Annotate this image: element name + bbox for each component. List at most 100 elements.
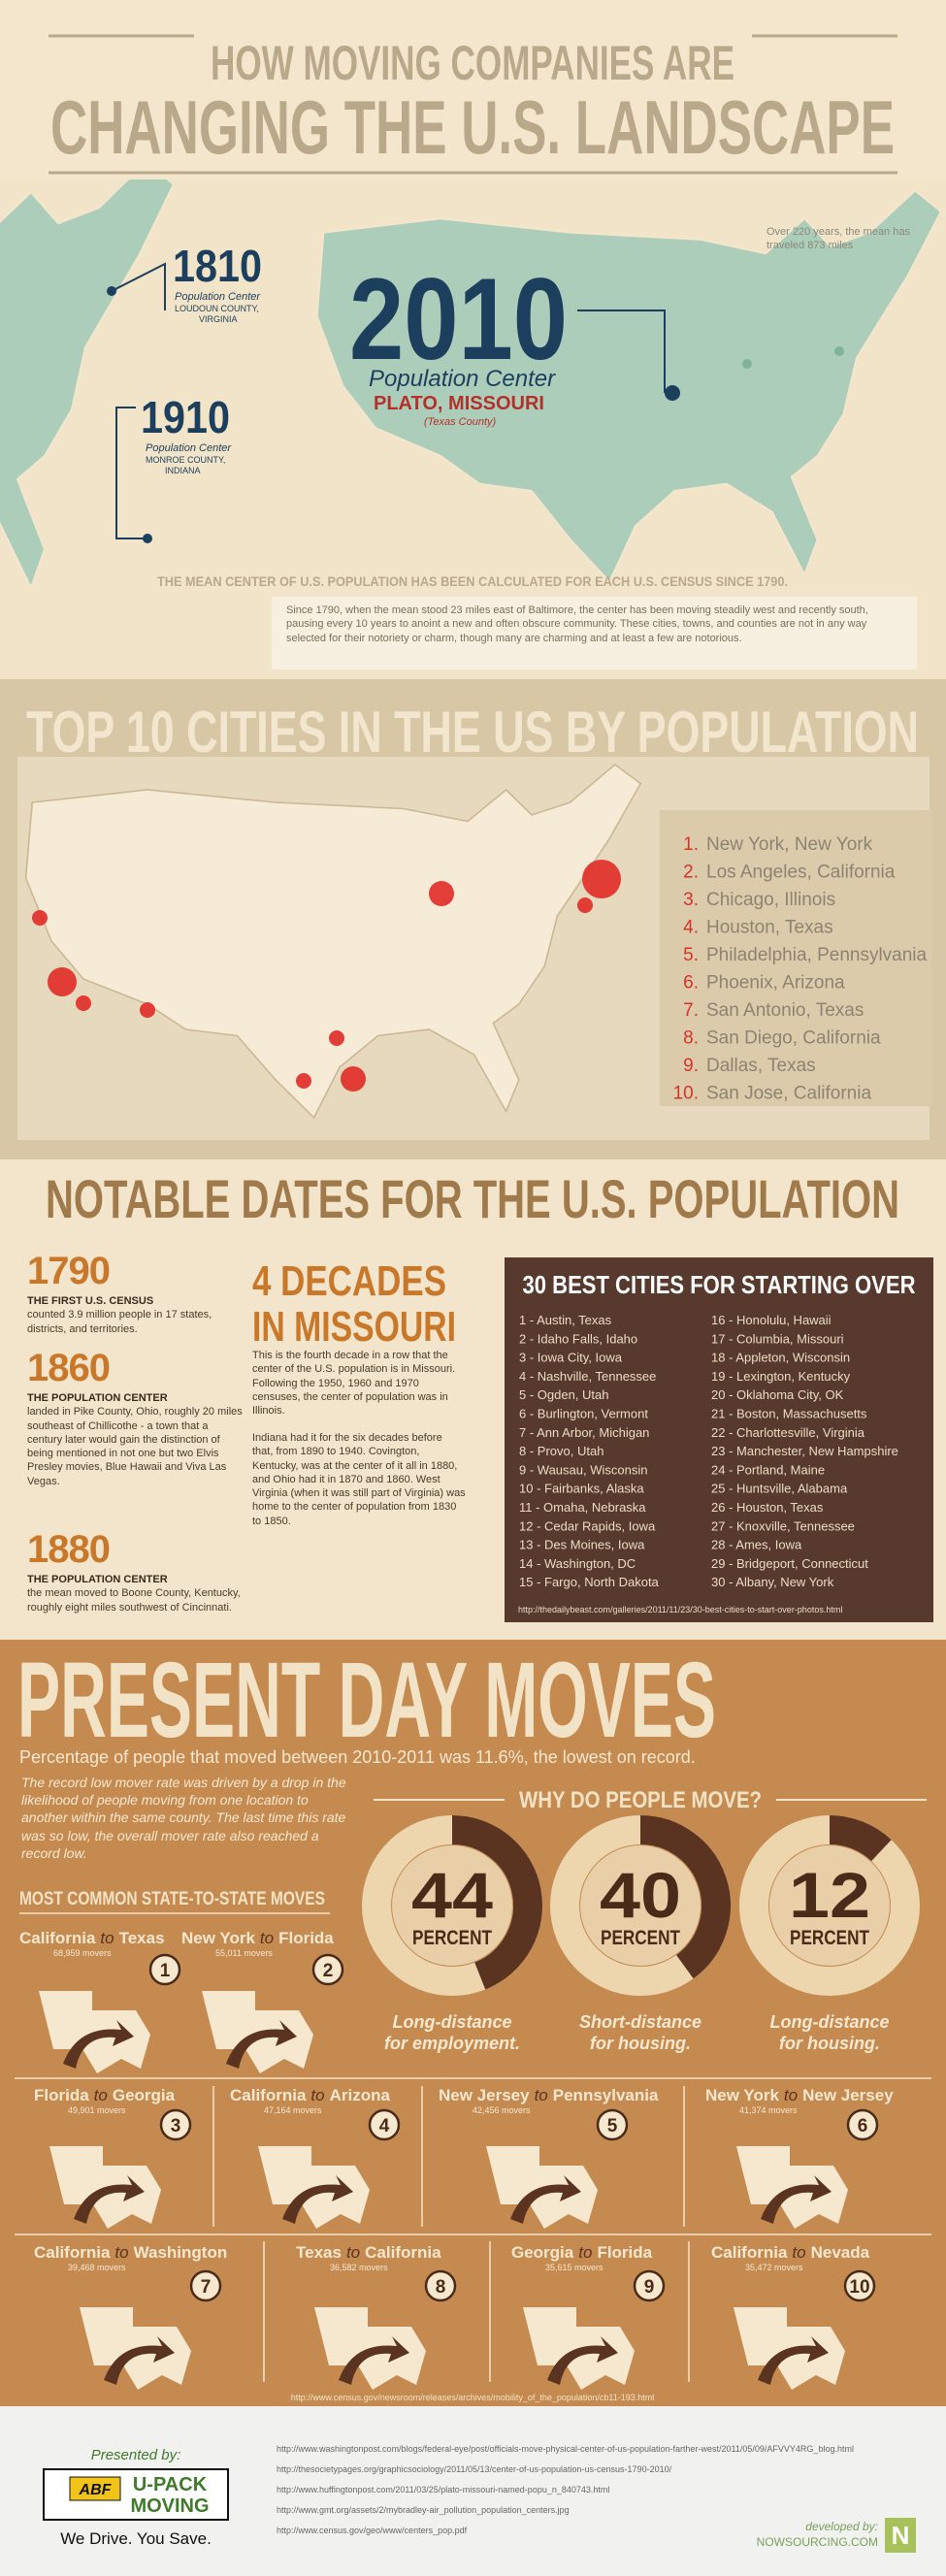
move-joiner: to <box>114 2243 128 2262</box>
best-city: 12 - Cedar Rapids, Iowa <box>519 1518 656 1533</box>
best-city: 17 - Columbia, Missouri <box>711 1331 844 1346</box>
best-city: 9 - Wausau, Wisconsin <box>519 1462 647 1477</box>
rank-number: 4 <box>379 2116 390 2136</box>
city-name: San Diego, California <box>706 1028 881 1049</box>
reason-label: Long-distance <box>769 2012 889 2032</box>
year-2010: 2010 <box>349 254 568 384</box>
move-from: New York <box>705 2086 779 2104</box>
city-marker <box>582 860 621 898</box>
title-line2: CHANGING THE U.S. LANDSCAPE <box>50 84 895 170</box>
best-city: 18 - Appleton, Wisconsin <box>711 1351 850 1365</box>
best-city: 26 - Houston, Texas <box>711 1500 824 1515</box>
rank-badge <box>843 2269 876 2302</box>
rank-badge <box>846 2108 879 2141</box>
rank-number: 7 <box>201 2277 212 2298</box>
city-rank: 8. <box>683 1028 699 1049</box>
dev-logo-box <box>885 2518 916 2553</box>
date-year: 1880 <box>27 1528 111 1571</box>
center-county: (Texas County) <box>424 416 497 428</box>
move-arrow <box>104 2336 175 2385</box>
center-place: VIRGINIA <box>199 314 238 324</box>
move-count: 47,164 movers <box>264 2105 322 2115</box>
move-title: California to Washington <box>34 2243 227 2262</box>
best-city: 27 - Knoxville, Tennessee <box>711 1518 855 1533</box>
best-city: 6 - Burlington, Vermont <box>519 1407 648 1421</box>
best-city: 15 - Fargo, North Dakota <box>519 1575 660 1589</box>
city-marker <box>296 1073 311 1089</box>
city-name: Dallas, Texas <box>706 1056 816 1076</box>
move-from: Georgia <box>511 2243 574 2262</box>
move-to: New Jersey <box>802 2086 894 2104</box>
why-title: WHY DO PEOPLE MOVE? <box>519 1787 762 1813</box>
donut-unit: PERCENT <box>412 1927 492 1949</box>
city-rank: 9. <box>683 1056 699 1076</box>
best-city: 21 - Boston, Massachusetts <box>711 1407 867 1421</box>
best-city: 25 - Huntsville, Alabama <box>711 1482 848 1496</box>
date-year: 1790 <box>27 1250 111 1292</box>
source: http://www.census.gov/newsroom/releases/… <box>291 2393 655 2402</box>
move-title: California to Arizona <box>230 2086 390 2104</box>
reason-label: Long-distance <box>392 2012 511 2032</box>
move-joiner: to <box>260 1929 274 1947</box>
present-body: The record low mover rate was driven by … <box>21 1775 346 1861</box>
rank-number: 8 <box>436 2277 446 2298</box>
best-city: 8 - Provo, Utah <box>519 1444 603 1458</box>
move-joiner: to <box>535 2086 548 2104</box>
center-body: Since 1790, when the mean stood 23 miles… <box>286 604 868 644</box>
best-city: 13 - Des Moines, Iowa <box>519 1538 645 1552</box>
city-marker <box>341 1066 366 1092</box>
move-title: New Jersey to Pennsylvania <box>439 2086 659 2104</box>
move-count: 39,468 movers <box>68 2263 126 2272</box>
date-heading: THE POPULATION CENTER <box>27 1392 168 1404</box>
move-from: California <box>230 2086 307 2104</box>
move-arrow <box>758 2336 829 2385</box>
tagline: We Drive. You Save. <box>60 2529 212 2548</box>
source-link: http://thesocietypages.org/graphicsociol… <box>277 2464 672 2474</box>
best-city: 4 - Nashville, Tennessee <box>519 1369 656 1384</box>
move-to: Arizona <box>330 2086 391 2104</box>
city-name: Los Angeles, California <box>706 863 896 883</box>
move-title: California to Nevada <box>711 2243 870 2262</box>
move-from: California <box>34 2243 111 2262</box>
center-label: Population Center <box>369 366 556 392</box>
rank-badge <box>368 2108 401 2141</box>
city-rank: 4. <box>683 918 699 938</box>
best-city: 11 - Omaha, Nebraska <box>519 1500 646 1515</box>
source-link: http://www.gmt.org/assets/2/mybradley-ai… <box>277 2505 570 2515</box>
donut-unit: PERCENT <box>790 1927 869 1949</box>
donut-hole <box>580 1845 701 1966</box>
donut-value: 12 <box>789 1859 870 1931</box>
developer: NOWSOURCING.COM <box>757 2535 878 2549</box>
rank-badge <box>159 2108 192 2141</box>
move-arrow <box>74 2175 145 2224</box>
move-joiner: to <box>310 2086 324 2104</box>
city-name: Houston, Texas <box>706 918 833 938</box>
best-city: 30 - Albany, New York <box>711 1575 834 1589</box>
city-marker <box>429 881 454 906</box>
best-city: 16 - Honolulu, Hawaii <box>711 1313 832 1327</box>
move-title: Texas to California <box>296 2243 441 2262</box>
missouri-text: This is the fourth decade in a row that … <box>252 1350 456 1418</box>
move-arrow <box>510 2175 581 2224</box>
developed-by: developed by: <box>805 2520 878 2533</box>
rank-badge <box>633 2269 666 2302</box>
city-marker <box>140 1002 155 1018</box>
source-link: http://www.huffingtonpost.com/2011/03/25… <box>277 2485 609 2494</box>
donut-value: 44 <box>411 1859 493 1931</box>
title-line1: HOW MOVING COMPANIES ARE <box>211 36 734 90</box>
move-from: New York <box>181 1929 255 1947</box>
year-1810: 1810 <box>173 241 262 291</box>
move-arrow <box>63 2020 134 2069</box>
rank-number: 5 <box>607 2116 618 2136</box>
best-city: 29 - Bridgeport, Connecticut <box>711 1556 868 1571</box>
source: http://thedailybeast.com/galleries/2011/… <box>518 1605 842 1614</box>
move-title: New York to New Jersey <box>705 2086 894 2104</box>
move-joiner: to <box>346 2243 360 2262</box>
present-subtitle: Percentage of people that moved between … <box>19 1747 696 1767</box>
city-rank: 7. <box>683 1000 699 1021</box>
date-text: landed in Pike County, Ohio, roughly 20 … <box>27 1406 243 1487</box>
center-place: PLATO, MISSOURI <box>374 393 544 414</box>
move-count: 55,011 movers <box>215 1948 273 1958</box>
best-city: 23 - Manchester, New Hampshire <box>711 1444 898 1458</box>
rank-badge <box>596 2108 629 2141</box>
